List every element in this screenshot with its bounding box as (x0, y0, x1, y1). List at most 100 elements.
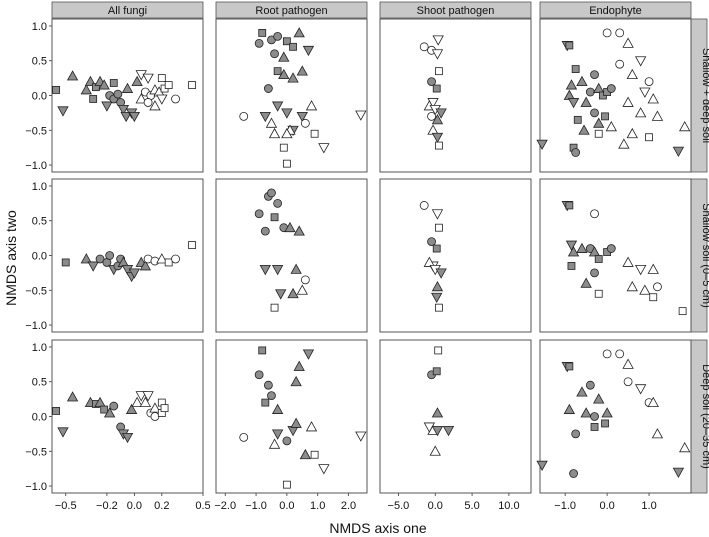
panels-layer: All fungi Root pathogen Shoot pathogen Endo… (25, 1, 709, 512)
point-down-triangle (271, 429, 284, 440)
column-strip (215, 1, 368, 19)
point-up-triangle (149, 100, 161, 111)
point-circle (171, 254, 180, 264)
point-circle (569, 469, 578, 478)
point-up-triangle (278, 68, 290, 80)
x-tick-label: 0.0 (279, 500, 294, 512)
x-tick-label: 2.0 (341, 500, 356, 512)
point-up-triangle (149, 402, 161, 413)
point-square (567, 262, 576, 270)
point-down-triangle (128, 268, 141, 279)
point-up-triangle (103, 407, 116, 418)
point-circle (300, 118, 310, 128)
point-circle (263, 84, 273, 93)
point-down-triangle (672, 146, 685, 157)
point-circle (590, 412, 599, 421)
point-square (89, 95, 98, 103)
point-up-triangle (622, 256, 634, 267)
point-up-triangle (647, 93, 659, 104)
x-tick-label: 10.0 (498, 500, 519, 512)
point-up-triangle (66, 70, 79, 81)
point-circle (653, 282, 662, 292)
point-down-triangle (355, 110, 367, 121)
column-strip-label: Root pathogen (255, 5, 327, 17)
point-square (258, 29, 267, 37)
point-up-triangle (98, 79, 110, 90)
point-square (435, 303, 443, 312)
point-up-triangle (305, 100, 318, 111)
point-circle (300, 275, 310, 285)
point-square (432, 84, 441, 93)
point-up-triangle (125, 403, 138, 414)
point-down-triangle (87, 261, 99, 272)
point-up-triangle (139, 396, 152, 407)
point-square (432, 244, 441, 253)
point-circle (150, 412, 160, 421)
point-circle (270, 49, 279, 59)
point-up-triangle (563, 403, 576, 414)
point-square (573, 115, 582, 124)
point-up-triangle (580, 96, 592, 107)
point-up-triangle (567, 246, 580, 257)
point-down-triangle (318, 464, 330, 475)
point-up-triangle (131, 75, 143, 86)
row-strip-label: Shallow soil (0–5 cm) (700, 203, 709, 308)
point-up-triangle (429, 445, 441, 456)
x-tick-label: −1.0 (554, 500, 576, 512)
point-up-triangle (290, 263, 302, 274)
point-circle (263, 380, 273, 390)
point-up-triangle (622, 37, 634, 48)
point-up-triangle (580, 277, 592, 288)
point-up-triangle (626, 280, 638, 292)
point-square (594, 129, 603, 138)
point-down-triangle (432, 35, 444, 46)
point-circle (254, 370, 264, 380)
point-circle (644, 77, 654, 86)
point-down-triangle (121, 432, 134, 444)
point-circle (615, 349, 625, 359)
point-up-triangle (431, 114, 444, 125)
y-tick-label: 0.5 (32, 377, 47, 389)
point-square (188, 241, 196, 249)
point-circle (239, 432, 249, 442)
panel-frame (51, 18, 204, 173)
point-up-triangle (588, 246, 601, 257)
point-square (258, 346, 267, 355)
y-tick-label: −0.5 (25, 285, 47, 297)
panel-frame (215, 339, 368, 494)
point-circle (590, 70, 599, 80)
point-square (52, 86, 61, 94)
point-circle (143, 98, 153, 107)
panel-frame (51, 178, 204, 333)
point-up-triangle (605, 120, 617, 132)
point-down-triangle (57, 427, 69, 438)
point-up-triangle (593, 82, 605, 93)
point-circle (571, 429, 581, 439)
column-strip-label: Shoot pathogen (417, 5, 495, 17)
point-up-triangle (580, 407, 592, 418)
point-down-triangle (634, 56, 647, 67)
point-up-triangle (601, 407, 613, 418)
point-circle (590, 209, 599, 219)
y-tick-label: −0.5 (25, 125, 47, 137)
row-strip-label: Deep soil (20–35 cm) (700, 364, 709, 469)
point-square (571, 65, 580, 73)
point-up-triangle (651, 110, 664, 121)
panel-frame (215, 18, 368, 173)
point-down-triangle (672, 467, 685, 478)
point-up-triangle (80, 253, 92, 264)
y-tick-label: −0.5 (25, 446, 47, 458)
point-circle (254, 38, 264, 48)
column-strip-label: All fungi (108, 5, 147, 17)
point-down-triangle (271, 101, 284, 112)
point-up-triangle (576, 75, 588, 86)
point-down-triangle (302, 349, 315, 360)
point-square (282, 159, 291, 168)
x-tick-label: 0.0 (428, 500, 443, 512)
point-circle (590, 108, 599, 118)
x-tick-label: 0.5 (195, 500, 210, 512)
point-down-triangle (639, 87, 651, 98)
point-circle (606, 244, 616, 253)
point-circle (95, 254, 105, 264)
point-up-triangle (268, 127, 281, 139)
